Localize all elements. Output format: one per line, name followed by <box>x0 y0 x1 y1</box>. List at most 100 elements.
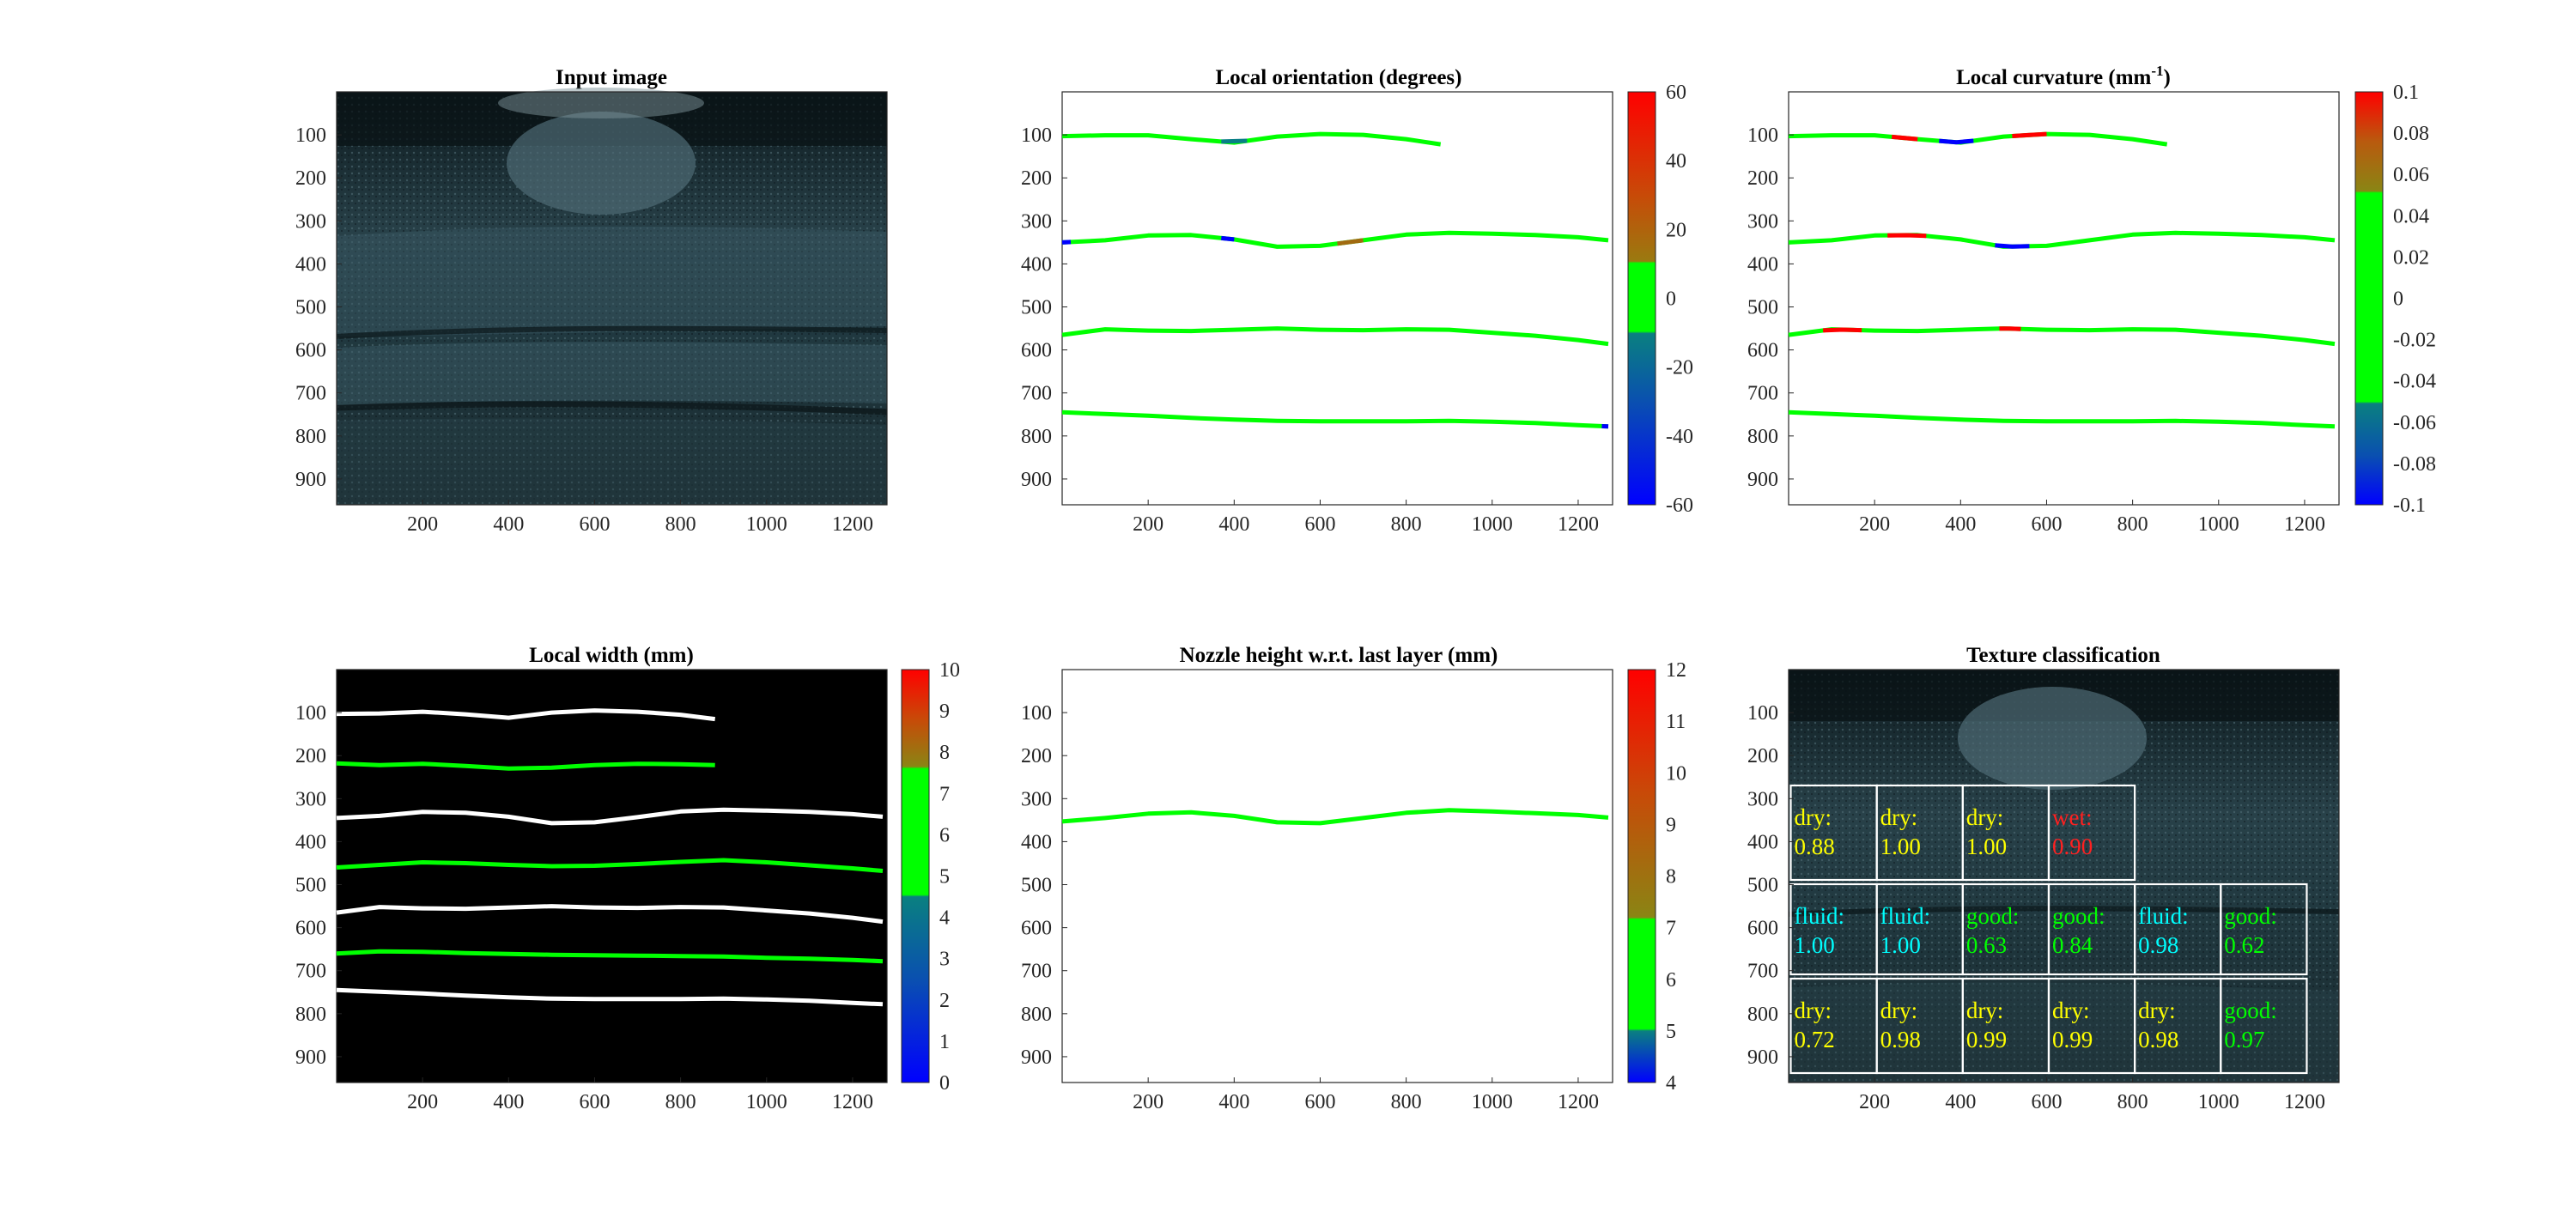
width-traces <box>336 708 884 1007</box>
y-tick-label: 200 <box>1021 167 1052 190</box>
axes-frame-input <box>336 91 888 506</box>
y-tick-label: 900 <box>1747 469 1778 491</box>
texture-cell-label: fluid: <box>2138 903 2189 929</box>
y-tick-label: 100 <box>1747 702 1778 725</box>
colorbar-tick-label: 6 <box>1666 969 1676 992</box>
x-tick-label: 600 <box>579 513 610 536</box>
texture-cell-score: 1.00 <box>1795 932 1835 958</box>
curvature-traces <box>1788 131 2336 429</box>
curvature-accent-segment <box>1891 134 1918 142</box>
y-tick-label: 900 <box>1021 469 1052 491</box>
axes-frame-width <box>336 669 888 1083</box>
colorbar-tick-label: 12 <box>1666 659 1686 682</box>
y-tick-label: 500 <box>295 297 326 319</box>
x-tick-label: 800 <box>665 1091 696 1113</box>
colorbar-tick-label: -60 <box>1666 494 1693 517</box>
y-tick-label: 500 <box>1021 297 1052 319</box>
texture-cell-label: dry: <box>1966 998 2004 1023</box>
colorbar-tick-label: 4 <box>1666 1072 1676 1095</box>
texture-cell-dry: dry: 1.00 <box>1961 784 2050 882</box>
colorbar-tick-label: 8 <box>939 742 950 764</box>
colorbar-tick-label: 0.02 <box>2393 246 2429 269</box>
axes-frame-orientation <box>1061 91 1613 506</box>
panel-title-nozzle: Nozzle height w.r.t. last layer (mm) <box>1180 644 1498 667</box>
x-tick-label: 1000 <box>1472 513 1513 536</box>
y-tick-label: 200 <box>295 745 326 767</box>
texture-cell-score: 1.00 <box>1880 834 1921 859</box>
texture-cell-score: 0.98 <box>2138 1027 2178 1052</box>
x-tick-label: 200 <box>407 1091 438 1113</box>
colorbar-tick-label: -0.06 <box>2393 412 2436 434</box>
x-tick-label: 400 <box>1945 1091 1976 1113</box>
y-tick-label: 800 <box>295 426 326 448</box>
colorbar-tick-label: -20 <box>1666 357 1693 379</box>
y-tick-label: 300 <box>1747 788 1778 810</box>
y-tick-label: 300 <box>1021 210 1052 233</box>
colorbar-tick-label: 1 <box>939 1031 950 1053</box>
x-tick-label: 600 <box>1304 513 1335 536</box>
y-tick-label: 100 <box>295 702 326 725</box>
x-tick-label: 600 <box>579 1091 610 1113</box>
x-tick-label: 400 <box>493 513 524 536</box>
texture-cell-label: wet: <box>2052 804 2093 830</box>
colorbar-tick-label: -0.04 <box>2393 371 2436 393</box>
x-tick-label: 1000 <box>2198 513 2239 536</box>
colorbar-tick-label: 7 <box>1666 918 1676 940</box>
y-tick-label: 700 <box>1021 383 1052 405</box>
x-tick-label: 1000 <box>2198 1091 2239 1113</box>
x-tick-labels-texture: 200 400 600 800 1000 1200 <box>1859 1077 2325 1113</box>
x-tick-label: 800 <box>1391 513 1422 536</box>
y-tick-label: 400 <box>1747 253 1778 276</box>
colorbar-tick-label: -0.08 <box>2393 453 2436 476</box>
colorbar-tick-label: 0.1 <box>2393 82 2419 104</box>
orientation-accent-segment <box>1221 138 1248 144</box>
y-tick-labels-width: 100 200 300 400 500 600 700 800 900 <box>295 702 342 1069</box>
orientation-accent-segment <box>1221 235 1235 242</box>
y-tick-label: 500 <box>1021 875 1052 897</box>
y-tick-label: 400 <box>295 253 326 276</box>
axes-frame-texture <box>1788 669 2340 1083</box>
y-tick-label: 500 <box>1747 875 1778 897</box>
y-tick-label: 100 <box>1747 124 1778 147</box>
width-layer-trace <box>336 761 715 771</box>
panel-curvature: Local curvature (mm-1) 200 400 600 800 1000 1… <box>1747 63 2436 536</box>
texture-cell-label: good: <box>2224 903 2277 929</box>
y-tick-label: 200 <box>1021 745 1052 767</box>
x-tick-label: 400 <box>1218 513 1249 536</box>
texture-cell-good: good: 0.63 <box>1961 882 2050 976</box>
curvature-accent-segment <box>1823 327 1862 333</box>
y-tick-labels-texture: 100 200 300 400 500 600 700 800 900 <box>1747 702 1794 1069</box>
texture-cell-score: 0.62 <box>2224 932 2264 958</box>
y-tick-labels-orientation: 100 200 300 400 500 600 700 800 900 <box>1021 124 1067 491</box>
colorbar-curvature <box>2354 91 2384 506</box>
colorbar-tick-label: -40 <box>1666 426 1693 448</box>
colorbar-tick-label: 0 <box>939 1072 950 1095</box>
y-tick-label: 700 <box>1747 383 1778 405</box>
orientation-accent-segment <box>1061 240 1072 245</box>
colorbar-tick-label: 9 <box>1666 814 1676 836</box>
y-tick-label: 900 <box>1021 1046 1052 1069</box>
colorbar-tick-label: 0.08 <box>2393 123 2429 145</box>
x-tick-label: 600 <box>1304 1091 1335 1113</box>
y-tick-label: 600 <box>295 340 326 362</box>
colorbar-tick-label: 6 <box>939 824 950 846</box>
colorbar-tick-label: 10 <box>939 659 960 682</box>
y-tick-label: 800 <box>1747 1004 1778 1026</box>
y-tick-label: 600 <box>295 918 326 940</box>
texture-cell-dry: dry: 0.98 <box>2134 977 2222 1075</box>
texture-cell-score: 0.84 <box>2052 932 2093 958</box>
x-tick-label: 800 <box>2117 1091 2148 1113</box>
y-tick-label: 700 <box>295 383 326 405</box>
x-tick-label: 600 <box>2031 1091 2062 1113</box>
panel-nozzle: Nozzle height w.r.t. last layer (mm) 200… <box>1021 644 1686 1113</box>
colorbar-curvature-labels: 0.1 0.08 0.06 0.04 0.02 0 -0.02 -0.04 -0.06 -0.08… <box>2393 82 2436 517</box>
curvature-layer-trace <box>1788 409 2336 429</box>
axes-frame-curvature <box>1788 91 2340 506</box>
texture-cell-box <box>2220 882 2308 976</box>
panel-input-image: Input image 200 400 600 800 1000 1200 100 200 3… <box>295 66 888 536</box>
texture-cell-label: good: <box>2052 903 2105 929</box>
panel-title-orientation: Local orientation (degrees) <box>1216 66 1462 89</box>
x-tick-labels-input: 200 400 600 800 1000 1200 <box>407 500 873 536</box>
x-tick-label: 800 <box>1391 1091 1422 1113</box>
